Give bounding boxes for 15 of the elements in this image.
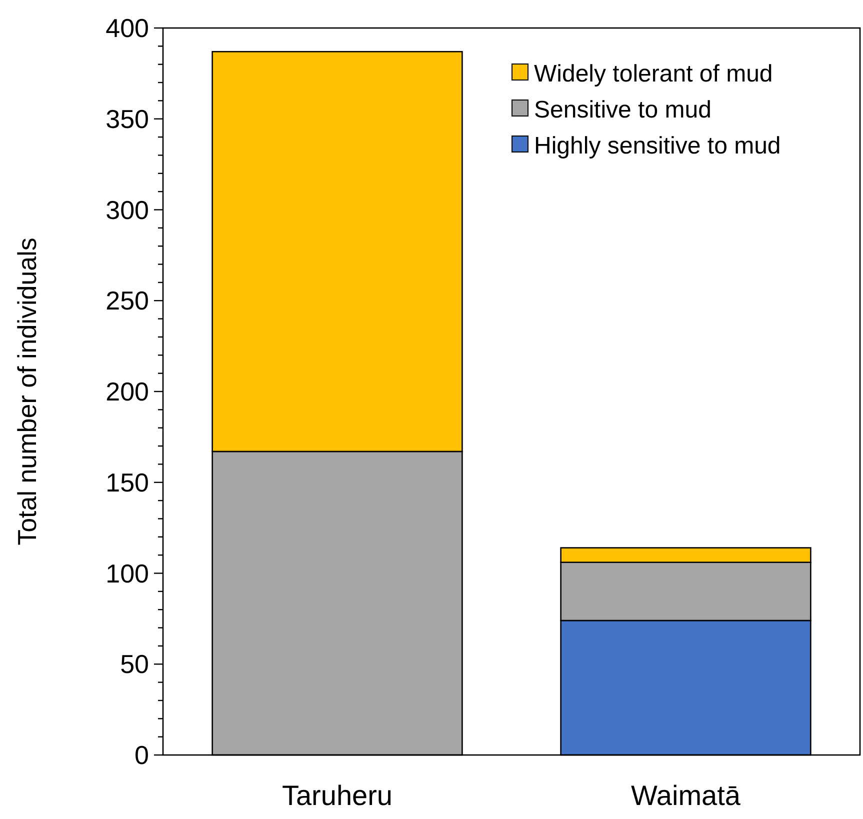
y-tick-label: 200 bbox=[106, 376, 149, 407]
y-tick-label: 400 bbox=[106, 13, 149, 44]
x-tick-label: Taruheru bbox=[282, 780, 393, 811]
y-tick-label: 250 bbox=[106, 286, 149, 316]
y-tick-label: 50 bbox=[120, 649, 149, 680]
legend-label: Sensitive to mud bbox=[534, 96, 712, 124]
x-tick-label: Waimatā bbox=[631, 780, 741, 811]
y-axis-title: Total number of individuals bbox=[12, 238, 42, 546]
legend-label: Widely tolerant of mud bbox=[534, 60, 773, 88]
legend-label: Highly sensitive to mud bbox=[534, 132, 781, 160]
y-tick-label: 0 bbox=[134, 740, 149, 770]
y-tick-label: 150 bbox=[106, 467, 149, 498]
y-tick-label: 350 bbox=[106, 104, 149, 134]
y-tick-label: 100 bbox=[106, 558, 149, 588]
y-tick-label: 300 bbox=[106, 194, 149, 225]
